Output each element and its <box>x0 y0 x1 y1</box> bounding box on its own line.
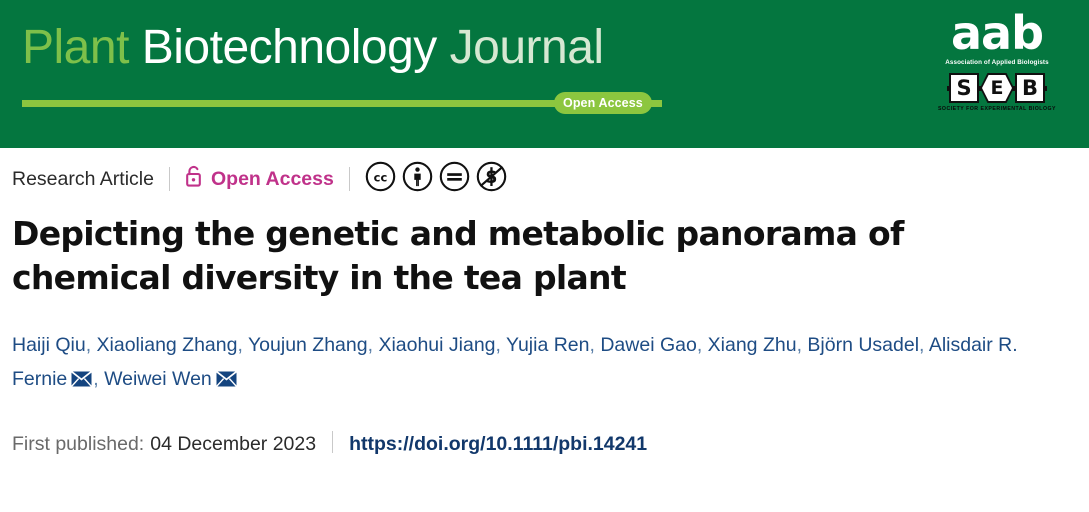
meta-divider <box>168 167 170 191</box>
publication-row: First published: 04 December 2023 https:… <box>12 428 1077 456</box>
svg-text:cc: cc <box>374 170 388 184</box>
author-name[interactable]: Alisdair R. Fernie <box>12 334 1018 390</box>
aab-logo-icon: aab <box>933 10 1061 58</box>
article-header: Research Article Open Access cc <box>0 148 1089 456</box>
aab-logo-subtitle: Association of Applied Biologists <box>945 59 1049 66</box>
envelope-icon[interactable] <box>215 364 237 398</box>
envelope-icon[interactable] <box>71 364 93 398</box>
masthead-word-journal: Journal <box>449 21 604 74</box>
cc-badge-icon[interactable]: cc <box>365 161 396 197</box>
author-name[interactable]: Xiaoliang Zhang <box>96 334 238 356</box>
author-name[interactable]: Xiang Zhu <box>707 334 797 356</box>
author-separator: , <box>495 334 507 356</box>
journal-banner: Plant Biotechnology Journal Open Access … <box>0 0 1089 148</box>
masthead-word-plant: Plant <box>22 21 129 74</box>
society-logos: aab Association of Applied Biologists S … <box>933 10 1061 112</box>
first-published-label: First published: <box>12 433 145 455</box>
seb-logo-subtitle: SOCIETY FOR EXPERIMENTAL BIOLOGY <box>937 106 1057 112</box>
open-access-label: Open Access <box>210 167 334 190</box>
author-name[interactable]: Haiji Qiu <box>12 334 86 356</box>
author-name[interactable]: Dawei Gao <box>600 334 697 356</box>
meta-divider-2 <box>348 167 350 191</box>
cc-nd-badge-icon[interactable] <box>439 161 470 197</box>
author-list: Haiji Qiu, Xiaoliang Zhang, Youjun Zhang… <box>12 328 1057 398</box>
article-type-label: Research Article <box>12 167 154 190</box>
journal-masthead: Plant Biotechnology Journal <box>22 22 604 74</box>
seb-logo-icon: S E B <box>933 73 1061 103</box>
seb-letter-e: E <box>982 75 1012 101</box>
author-separator: , <box>796 334 808 356</box>
masthead-word-biotechnology: Biotechnology <box>141 21 438 74</box>
author-separator: , <box>367 334 379 356</box>
open-lock-icon <box>185 165 204 193</box>
page-title: Depicting the genetic and metabolic pano… <box>12 214 904 297</box>
doi-link[interactable]: https://doi.org/10.1111/pbi.14241 <box>349 433 648 455</box>
author-separator: , <box>696 334 708 356</box>
masthead-rule <box>22 100 662 107</box>
author-name[interactable]: Xiaohui Jiang <box>378 334 496 356</box>
cc-by-badge-icon[interactable] <box>402 161 433 197</box>
license-badge-group[interactable]: cc S <box>365 161 507 197</box>
author-separator: , <box>85 334 97 356</box>
seb-letter-b: B <box>1015 73 1045 103</box>
author-name[interactable]: Björn Usadel <box>807 334 920 356</box>
seb-letter-s: S <box>949 73 979 103</box>
article-meta-row: Research Article Open Access cc <box>12 148 1077 200</box>
publication-date: 04 December 2023 <box>150 433 317 455</box>
masthead-rule-row: Open Access <box>22 92 662 114</box>
author-name[interactable]: Youjun Zhang <box>247 334 368 356</box>
author-separator: , <box>919 334 929 356</box>
author-name[interactable]: Weiwei Wen <box>104 368 212 390</box>
publication-divider <box>332 431 334 453</box>
banner-open-access-badge: Open Access <box>554 92 652 114</box>
author-separator: , <box>589 334 601 356</box>
author-name[interactable]: Yujia Ren <box>506 334 590 356</box>
author-separator: , <box>93 368 105 390</box>
seb-letter-e-hex: E <box>980 73 1014 103</box>
aab-logo-letters: aab <box>950 6 1044 60</box>
cc-nc-badge-icon[interactable]: S <box>476 161 507 197</box>
author-separator: , <box>237 334 248 356</box>
open-access-group[interactable]: Open Access <box>185 165 334 193</box>
